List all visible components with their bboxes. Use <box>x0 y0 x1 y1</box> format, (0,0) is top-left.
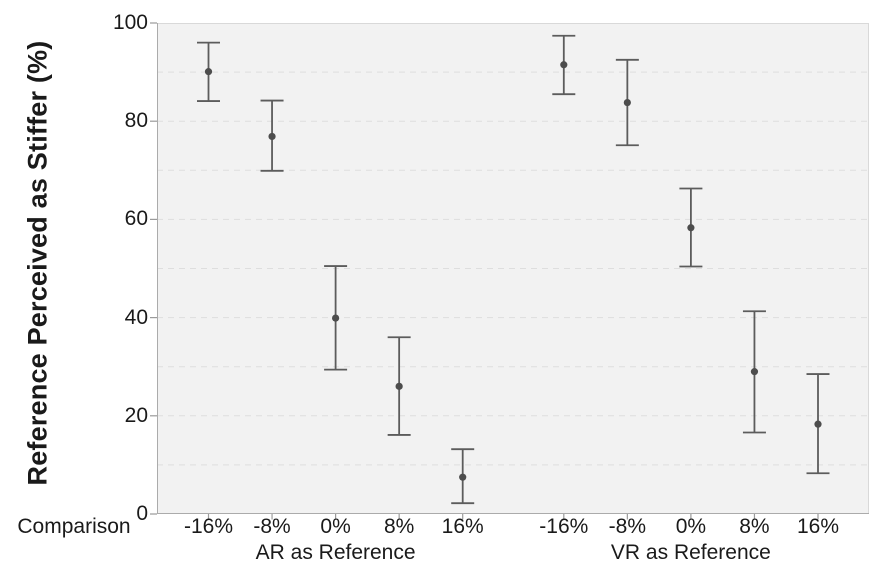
group-label: AR as Reference <box>255 541 416 564</box>
y-tick-label: 40 <box>124 305 148 329</box>
y-tick-label: 100 <box>112 11 148 34</box>
plot-area <box>150 22 869 520</box>
plot-canvas <box>150 22 869 520</box>
group-label: VR as Reference <box>610 541 771 564</box>
data-point <box>395 382 403 390</box>
y-tick-label: 20 <box>124 403 148 427</box>
x-tick-label: -8% <box>608 515 647 538</box>
data-point <box>814 420 822 428</box>
data-point <box>204 68 213 76</box>
data-point <box>560 61 568 69</box>
x-tick-label: 8% <box>383 515 415 538</box>
x-tick-label: -8% <box>253 515 291 538</box>
y-tick-label: 0 <box>136 502 148 525</box>
y-axis-title: Reference Perceived as Stiffer (%) <box>22 40 53 486</box>
y-tick-label: 60 <box>124 207 148 231</box>
x-tick-label: 8% <box>739 515 770 538</box>
y-tick-label: 80 <box>124 109 148 133</box>
x-tick-label: 0% <box>320 515 351 538</box>
x-tick-label: 0% <box>675 515 707 538</box>
data-point <box>750 368 759 376</box>
data-point <box>332 314 340 322</box>
data-point <box>459 473 467 481</box>
x-tick-label: 16% <box>796 515 840 538</box>
data-point <box>623 98 631 107</box>
x-axis-title: Comparison <box>17 515 131 538</box>
data-point <box>268 132 276 141</box>
x-tick-label: 16% <box>441 515 484 538</box>
x-tick-label: -16% <box>183 515 234 538</box>
x-tick-label: -16% <box>539 515 589 538</box>
data-point <box>687 224 695 232</box>
